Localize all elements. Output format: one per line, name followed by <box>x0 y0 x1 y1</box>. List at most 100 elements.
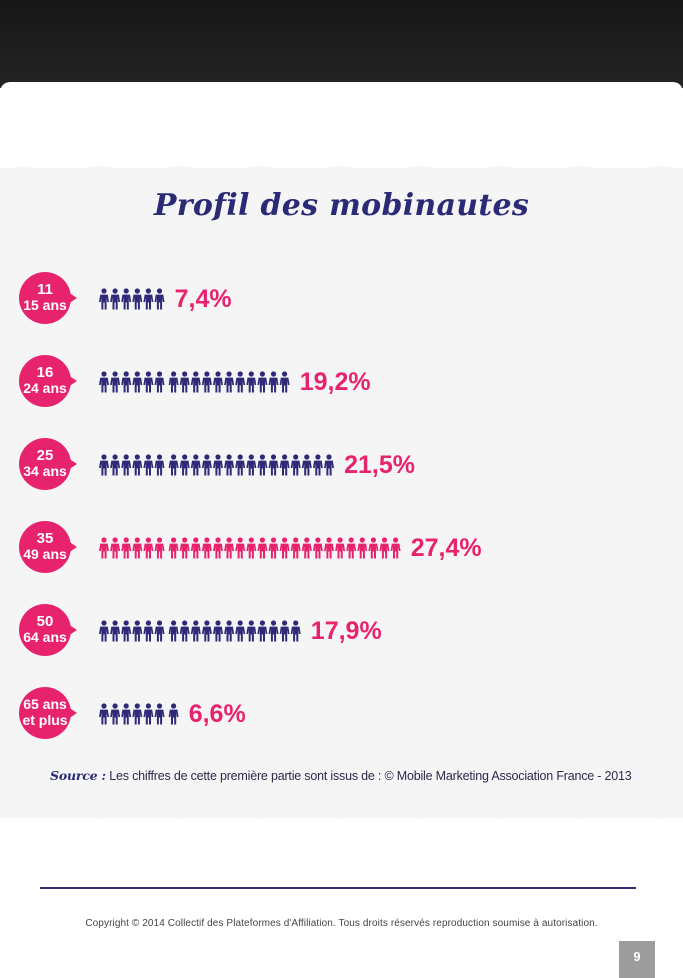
person-icon <box>301 454 312 476</box>
value-label: 6,6% <box>189 700 246 728</box>
person-icon <box>179 454 190 476</box>
person-icon <box>224 620 235 642</box>
person-icon <box>121 703 132 725</box>
value-label: 17,9% <box>311 617 382 645</box>
age-badge-label: 64 ans <box>23 629 67 645</box>
person-icon <box>224 537 235 559</box>
person-icon <box>246 537 257 559</box>
person-icon <box>168 371 179 393</box>
person-icon <box>110 454 121 476</box>
person-icon <box>246 371 257 393</box>
person-icon <box>179 537 190 559</box>
person-icon <box>213 537 223 559</box>
person-icon <box>154 620 165 642</box>
age-badge-label: 24 ans <box>23 380 67 396</box>
person-icon <box>279 537 290 559</box>
person-icon <box>335 537 346 559</box>
person-icon <box>201 454 212 476</box>
panel-wavy-top-edge <box>0 166 683 172</box>
age-badge-label: 11 <box>37 281 53 298</box>
person-icon <box>154 537 165 559</box>
person-icon <box>279 371 290 393</box>
person-icon <box>324 454 334 476</box>
person-icon <box>121 537 132 559</box>
person-icon <box>132 454 143 476</box>
person-icon <box>154 454 165 476</box>
person-icon <box>99 288 109 310</box>
person-icon <box>99 454 109 476</box>
person-icon <box>268 620 279 642</box>
age-badge-label: 35 <box>37 530 54 547</box>
person-icon <box>213 620 223 642</box>
person-icon <box>201 537 212 559</box>
person-icon <box>379 537 390 559</box>
age-badge-label: 34 ans <box>23 463 67 479</box>
person-icon <box>190 454 201 476</box>
person-icon <box>290 537 301 559</box>
chart-title: Profil des mobinautes <box>153 188 530 223</box>
person-icon <box>99 620 109 642</box>
person-icon <box>99 371 109 393</box>
person-icon <box>268 371 279 393</box>
person-icon <box>201 620 212 642</box>
person-icon <box>110 288 121 310</box>
person-icon <box>154 703 165 725</box>
person-icon <box>257 371 268 393</box>
person-icon <box>257 620 268 642</box>
age-badge-label: 15 ans <box>23 297 67 313</box>
person-icon <box>290 620 301 642</box>
person-icon <box>143 454 154 476</box>
person-icon <box>132 288 143 310</box>
person-icon <box>110 537 121 559</box>
person-icon <box>246 454 257 476</box>
person-icon <box>257 537 268 559</box>
person-icon <box>99 537 109 559</box>
footer-divider <box>40 887 636 889</box>
person-icon <box>279 620 290 642</box>
person-icon <box>257 454 268 476</box>
person-icon <box>121 288 132 310</box>
age-badge-label: 65 ans <box>23 696 67 712</box>
person-icon <box>213 371 223 393</box>
person-icon <box>121 620 132 642</box>
top-dark-band <box>0 0 683 88</box>
person-icon <box>168 620 179 642</box>
person-icon <box>301 537 312 559</box>
person-icon <box>201 371 212 393</box>
person-icon <box>368 537 379 559</box>
age-badge-label: 25 <box>37 447 54 464</box>
person-icon <box>235 371 246 393</box>
person-icon <box>324 537 334 559</box>
source-text: Les chiffres de cette première partie so… <box>109 769 632 783</box>
copyright-text: Copyright © 2014 Collectif des Plateform… <box>85 918 598 929</box>
person-icon <box>224 454 235 476</box>
age-badge-label: 16 <box>37 364 54 381</box>
person-icon <box>268 454 279 476</box>
person-icon <box>279 454 290 476</box>
person-icon <box>235 537 246 559</box>
person-icon <box>357 537 368 559</box>
value-label: 21,5% <box>344 451 415 479</box>
person-icon <box>190 620 201 642</box>
person-icon <box>190 537 201 559</box>
person-icon <box>390 537 401 559</box>
person-icon <box>121 371 132 393</box>
person-icon <box>132 371 143 393</box>
source-label: Source : <box>50 768 106 783</box>
person-icon <box>246 620 257 642</box>
person-icon <box>168 703 179 725</box>
panel-wavy-bottom-edge <box>0 812 683 819</box>
person-icon <box>168 454 179 476</box>
person-icon <box>132 537 143 559</box>
person-icon <box>168 537 179 559</box>
page-number: 9 <box>619 941 655 978</box>
value-label: 7,4% <box>175 285 232 313</box>
person-icon <box>143 288 154 310</box>
person-icon <box>132 703 143 725</box>
person-icon <box>121 454 132 476</box>
